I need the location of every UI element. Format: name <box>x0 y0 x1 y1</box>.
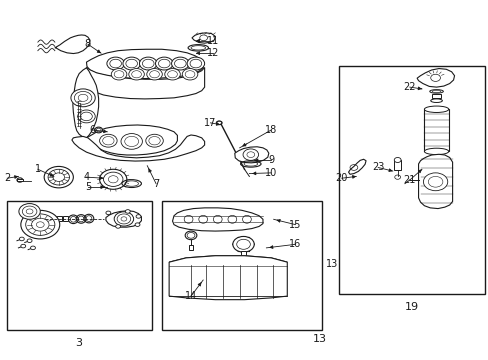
Circle shape <box>185 231 197 240</box>
Circle shape <box>114 212 133 226</box>
Text: 9: 9 <box>267 156 274 165</box>
Circle shape <box>430 74 440 81</box>
Circle shape <box>21 210 60 239</box>
Bar <box>393 160 400 170</box>
Bar <box>431 94 440 98</box>
Circle shape <box>27 239 32 243</box>
Circle shape <box>135 223 140 226</box>
Circle shape <box>145 134 163 147</box>
Text: 4: 4 <box>83 172 89 182</box>
Text: 14: 14 <box>184 291 197 301</box>
Text: 5: 5 <box>84 182 91 192</box>
Text: 13: 13 <box>312 334 326 344</box>
Circle shape <box>182 68 198 80</box>
Ellipse shape <box>424 148 448 155</box>
Text: 22: 22 <box>403 82 415 92</box>
Text: 23: 23 <box>371 162 384 172</box>
Polygon shape <box>169 256 287 267</box>
Circle shape <box>20 237 24 241</box>
Circle shape <box>122 57 140 70</box>
Bar <box>17 179 23 181</box>
Polygon shape <box>418 154 452 208</box>
Ellipse shape <box>216 121 222 125</box>
Circle shape <box>100 134 117 147</box>
Bar <box>7 202 152 330</box>
Text: 17: 17 <box>204 118 216 128</box>
Text: 6: 6 <box>90 125 96 135</box>
Text: 19: 19 <box>405 302 418 312</box>
Bar <box>162 202 322 330</box>
Text: 13: 13 <box>325 259 338 269</box>
Circle shape <box>116 225 120 228</box>
Circle shape <box>100 169 126 189</box>
Text: 11: 11 <box>206 36 219 46</box>
Polygon shape <box>348 159 366 174</box>
Text: 16: 16 <box>289 239 301 249</box>
Polygon shape <box>86 49 203 78</box>
Circle shape <box>200 35 207 41</box>
Polygon shape <box>192 33 215 43</box>
Text: 2: 2 <box>4 173 10 183</box>
Polygon shape <box>169 256 287 300</box>
Circle shape <box>71 89 95 107</box>
Polygon shape <box>106 211 141 227</box>
Bar <box>188 246 193 249</box>
Circle shape <box>136 215 141 218</box>
Circle shape <box>393 157 400 162</box>
Circle shape <box>19 203 40 219</box>
Text: 7: 7 <box>153 179 159 189</box>
Text: 15: 15 <box>289 220 301 230</box>
Circle shape <box>155 57 173 70</box>
Circle shape <box>128 68 144 80</box>
Bar <box>51 216 56 221</box>
Polygon shape <box>234 147 268 163</box>
Circle shape <box>78 110 95 123</box>
Bar <box>339 66 484 294</box>
Text: 21: 21 <box>403 175 415 185</box>
Circle shape <box>146 68 162 80</box>
Text: 8: 8 <box>85 39 91 49</box>
Text: 12: 12 <box>206 48 219 58</box>
Polygon shape <box>72 135 204 161</box>
Circle shape <box>107 57 124 70</box>
Bar <box>62 216 67 221</box>
Polygon shape <box>73 68 99 138</box>
Bar <box>57 216 61 221</box>
Circle shape <box>95 127 102 133</box>
Polygon shape <box>86 125 177 155</box>
Circle shape <box>164 68 180 80</box>
Circle shape <box>21 244 26 248</box>
Circle shape <box>111 68 126 80</box>
Bar <box>240 251 246 260</box>
Circle shape <box>44 166 73 188</box>
Polygon shape <box>172 208 263 231</box>
Circle shape <box>121 134 142 149</box>
Circle shape <box>423 173 447 191</box>
Circle shape <box>30 246 35 249</box>
Circle shape <box>187 57 204 70</box>
Text: 10: 10 <box>264 168 277 178</box>
Polygon shape <box>416 68 454 87</box>
Polygon shape <box>55 35 90 54</box>
Circle shape <box>139 57 157 70</box>
Circle shape <box>232 237 254 252</box>
Circle shape <box>106 211 111 215</box>
Text: 20: 20 <box>335 173 347 183</box>
Circle shape <box>125 210 130 213</box>
Circle shape <box>17 178 23 182</box>
Text: 18: 18 <box>264 125 277 135</box>
Circle shape <box>171 57 189 70</box>
Bar <box>424 109 448 152</box>
Text: 3: 3 <box>76 338 82 347</box>
Polygon shape <box>86 67 204 99</box>
Text: 1: 1 <box>35 164 41 174</box>
Ellipse shape <box>424 106 448 112</box>
